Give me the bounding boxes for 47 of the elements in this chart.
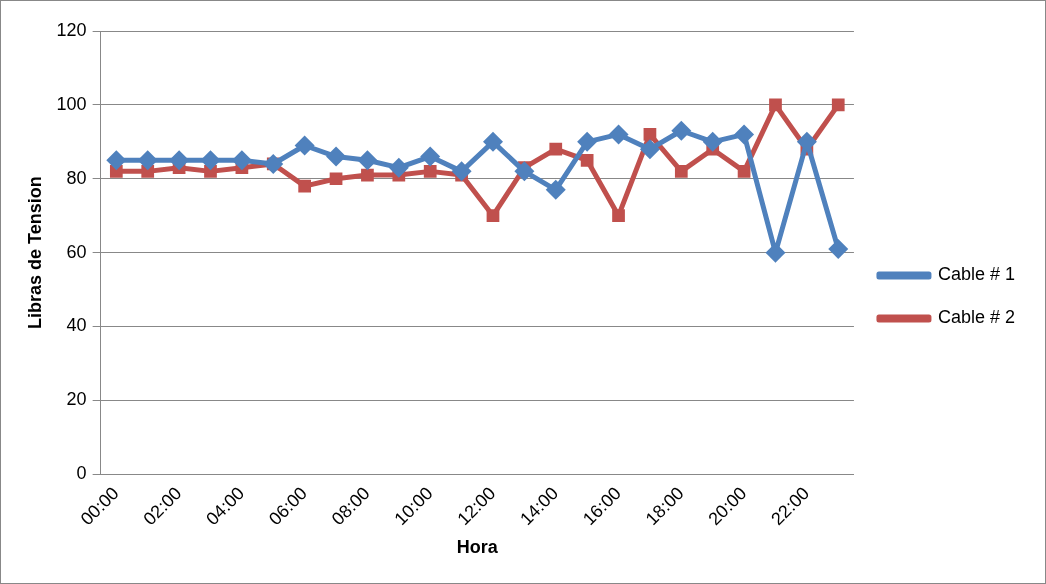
point: [737, 165, 751, 178]
point: [106, 150, 127, 171]
legend-label: Cable # 2: [937, 307, 1016, 328]
point: [420, 146, 441, 167]
y-tick-label: 80: [66, 167, 87, 188]
y-tick-label: 20: [66, 389, 87, 410]
y-tick-label: 0: [76, 463, 87, 484]
y-tick-label: 120: [56, 19, 87, 40]
point: [580, 153, 594, 167]
point: [702, 131, 723, 152]
point: [357, 150, 378, 171]
point: [137, 150, 158, 171]
point: [577, 131, 598, 152]
point: [482, 131, 503, 152]
point: [549, 142, 563, 156]
point: [608, 124, 629, 145]
y-tick-label: 100: [56, 93, 87, 114]
point: [734, 124, 755, 145]
point: [545, 179, 566, 200]
point: [231, 150, 252, 171]
legend-label: Cable # 1: [937, 264, 1016, 285]
point: [294, 135, 315, 156]
point: [298, 179, 312, 193]
y-tick-label: 40: [66, 315, 87, 336]
y-axis-title: Libras de Tension: [24, 176, 45, 329]
point: [639, 139, 660, 160]
point: [828, 238, 849, 259]
point: [263, 153, 284, 174]
point: [329, 172, 343, 186]
point: [326, 146, 347, 167]
point: [643, 128, 657, 141]
point: [486, 209, 500, 223]
point: [612, 209, 625, 223]
point: [671, 120, 692, 141]
y-tick-label: 60: [66, 241, 87, 262]
point: [169, 150, 190, 171]
point: [361, 168, 374, 182]
point: [796, 131, 817, 152]
point: [831, 98, 845, 112]
point: [451, 161, 472, 182]
x-axis-title: Hora: [456, 537, 499, 558]
point: [674, 165, 688, 178]
point: [514, 161, 535, 182]
point: [423, 165, 437, 178]
point: [388, 157, 409, 178]
point: [769, 98, 782, 112]
point: [200, 150, 221, 171]
